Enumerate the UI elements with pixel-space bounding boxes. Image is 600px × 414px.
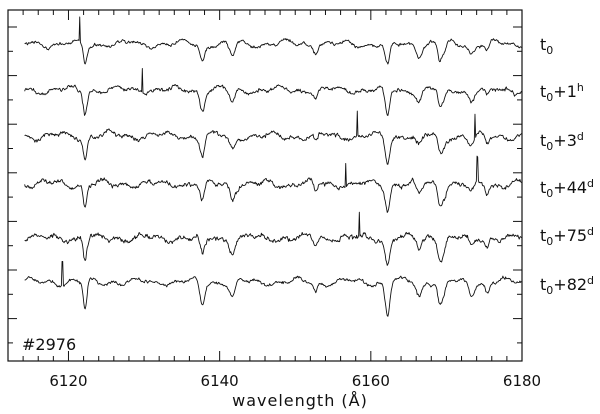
x-tick-label-6160: 6160 — [352, 372, 390, 390]
star-id-annotation: #2976 — [22, 335, 76, 354]
x-tick-label-6180: 6180 — [503, 372, 541, 390]
spectrum-line-4 — [24, 155, 523, 213]
series-label-5: t0+75d — [540, 225, 594, 248]
series-label-4: t0+44d — [540, 177, 594, 200]
spectrum-line-6 — [24, 260, 522, 317]
x-axis-tick-labels: 6120 6140 6160 6180 — [49, 372, 541, 390]
y-axis-ticks — [8, 26, 522, 344]
series-label-1: t0 — [540, 35, 553, 57]
spectrum-line-2 — [24, 68, 522, 116]
plot-area — [24, 16, 523, 317]
series-label-3: t0+3d — [540, 130, 584, 153]
x-axis-label: wavelength (Å) — [232, 391, 368, 410]
spectrum-line-3 — [24, 110, 523, 165]
spectrum-line-5 — [24, 211, 522, 266]
x-tick-label-6120: 6120 — [49, 372, 87, 390]
spectrum-line-1 — [24, 16, 523, 65]
x-tick-label-6140: 6140 — [201, 372, 239, 390]
series-label-2: t0+1h — [540, 81, 584, 104]
series-label-6: t0+82d — [540, 274, 594, 297]
x-axis-ticks — [7, 10, 523, 361]
series-labels: t0 t0+1h t0+3d t0+44d t0+75d t0+82d — [540, 35, 594, 297]
